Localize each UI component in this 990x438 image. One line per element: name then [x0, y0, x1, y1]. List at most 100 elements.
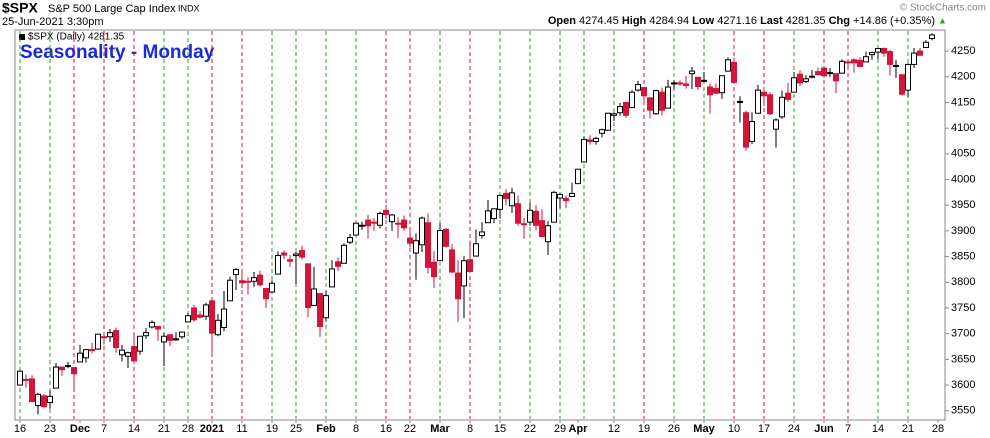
x-tick-label: 17 — [758, 423, 770, 435]
x-tick-label: Jun — [814, 423, 834, 435]
candle-body — [557, 193, 563, 199]
candle-body — [635, 83, 641, 91]
candle-body — [917, 50, 923, 56]
candle-body — [617, 106, 623, 114]
candle-body — [239, 280, 245, 284]
plot-frame — [14, 29, 946, 421]
x-tick-label: 8 — [353, 423, 359, 435]
x-tick-label: 10 — [728, 423, 740, 435]
candle-body — [251, 277, 257, 282]
candle-body — [35, 393, 41, 407]
candle-body — [497, 194, 503, 210]
candle-body — [257, 274, 263, 286]
last-value: 4281.35 — [786, 15, 826, 27]
candle-body — [53, 366, 59, 389]
candle-body — [719, 75, 725, 94]
candle-body — [761, 91, 767, 97]
candle-body — [689, 70, 695, 75]
x-tick-label: 14 — [128, 423, 140, 435]
candle-body — [167, 334, 173, 341]
x-tick-label: 16 — [380, 423, 392, 435]
candle-body — [383, 209, 389, 215]
candle-body — [137, 335, 143, 352]
candle-body — [551, 191, 557, 223]
candle-body — [461, 260, 467, 287]
y-tick-label: 3850 — [951, 251, 975, 263]
x-tick-label: 16 — [14, 423, 26, 435]
exchange: INDX — [178, 3, 200, 13]
candle-body — [431, 261, 437, 278]
candle-body — [707, 86, 713, 96]
candle-body — [299, 249, 305, 258]
candle-body — [641, 87, 647, 97]
candle-body — [389, 214, 395, 223]
candle-body — [485, 210, 491, 224]
candle-body — [59, 366, 65, 371]
candle-body — [221, 308, 227, 329]
datetime: 25-Jun-2021 3:30pm — [2, 16, 104, 28]
candle-body — [407, 237, 413, 244]
chg-value: +14.86 — [853, 15, 887, 27]
candle-body — [779, 96, 785, 118]
candle-body — [479, 231, 485, 237]
x-tick-label: 25 — [290, 423, 302, 435]
candle-body — [665, 86, 671, 109]
candle-body — [839, 60, 845, 74]
x-tick-label: 22 — [524, 423, 536, 435]
candle-body — [173, 338, 179, 341]
high-label: High — [622, 15, 647, 27]
chart-title: Seasonality - Monday — [20, 42, 215, 63]
candle-body — [899, 74, 905, 95]
candle-body — [791, 77, 797, 93]
candle-body — [869, 52, 875, 56]
candle-body — [713, 88, 719, 94]
candle-body — [119, 349, 125, 356]
candle-body — [197, 314, 203, 318]
candle-body — [353, 222, 359, 236]
candle-body — [47, 395, 53, 404]
candle-body — [185, 315, 191, 323]
candle-body — [245, 280, 251, 283]
low-value: 4271.16 — [717, 15, 757, 27]
candle-body — [29, 378, 35, 403]
candle-body — [377, 212, 383, 226]
candle-body — [491, 208, 497, 220]
x-tick-label: May — [693, 423, 715, 435]
candle-body — [281, 252, 287, 256]
x-tick-label: 8 — [467, 423, 473, 435]
candle-body — [803, 78, 809, 82]
candle-body — [911, 52, 917, 65]
candle-body — [725, 59, 731, 72]
candle-body — [215, 319, 221, 336]
candle-body — [767, 94, 773, 115]
candle-body — [65, 365, 71, 368]
candle-body — [815, 71, 821, 76]
candle-body — [263, 287, 269, 300]
candle-body — [143, 332, 149, 337]
x-tick-label: 11 — [236, 423, 247, 435]
candle-body — [659, 91, 665, 111]
candle-body — [539, 220, 545, 238]
candle-body — [293, 253, 299, 257]
y-tick-label: 4150 — [951, 96, 975, 108]
x-tick-label: 22 — [404, 423, 416, 435]
legend: $SPX (Daily) 4281.35 — [28, 32, 125, 43]
candle-body — [851, 59, 857, 64]
candle-body — [587, 139, 593, 143]
candle-body — [863, 56, 869, 63]
candle-body — [131, 346, 137, 362]
candle-body — [923, 41, 929, 48]
candle-body — [305, 263, 311, 308]
candle-body — [857, 59, 863, 67]
symbol: $SPX — [2, 0, 38, 16]
candle-body — [875, 47, 881, 53]
candle-body — [179, 331, 185, 338]
candle-body — [473, 243, 479, 257]
y-tick-label: 4100 — [951, 122, 975, 134]
candle-body — [467, 259, 473, 273]
candle-body — [509, 192, 515, 207]
candle-body — [347, 237, 353, 243]
candle-body — [683, 83, 689, 86]
x-tick-label: 28 — [182, 423, 194, 435]
candle-body — [611, 113, 617, 116]
